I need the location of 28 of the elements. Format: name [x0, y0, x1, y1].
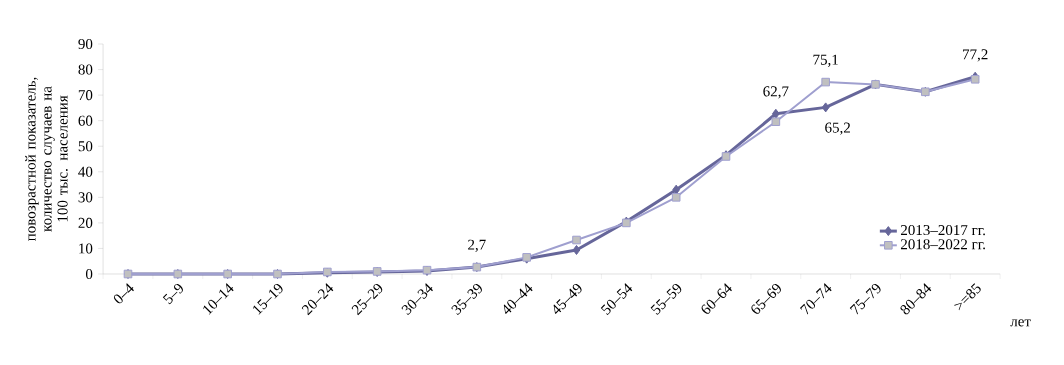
x-tick-label: 5–9	[162, 283, 183, 305]
point	[821, 77, 830, 87]
y-tick-label: 30	[78, 192, 93, 203]
y-tick-label: 0	[85, 268, 93, 280]
y-axis-title: повозрастной показатель, количество случаев на 100 тыс. населения	[25, 77, 68, 242]
data-label: 77,2	[963, 49, 988, 62]
y-tick-label: 10	[79, 243, 93, 254]
y-tick-label: 80	[78, 64, 93, 75]
point	[671, 193, 681, 202]
x-tick-label: 0–4	[113, 283, 134, 304]
point	[572, 244, 581, 255]
data-label: 65,2	[825, 122, 850, 135]
point	[821, 102, 830, 113]
y-tick-label: 90	[78, 38, 93, 50]
legend-label: 2018–2022 гг.	[900, 239, 985, 250]
x-axis-title: лет	[1010, 319, 1031, 327]
y-tick-label: 40	[78, 166, 93, 177]
point	[771, 108, 780, 119]
y-tick-label: 70	[78, 90, 93, 101]
data-label: 75,1	[813, 54, 838, 67]
y-tick-label: 50	[78, 141, 93, 152]
legend-label: 2013–2017 гг.	[900, 224, 985, 236]
y-tick-label: 20	[78, 217, 93, 228]
point	[771, 117, 781, 126]
point	[572, 235, 581, 245]
data-label: 62,7	[763, 86, 789, 99]
data-label: 2,7	[468, 239, 486, 252]
y-tick-label: 60	[78, 115, 93, 126]
